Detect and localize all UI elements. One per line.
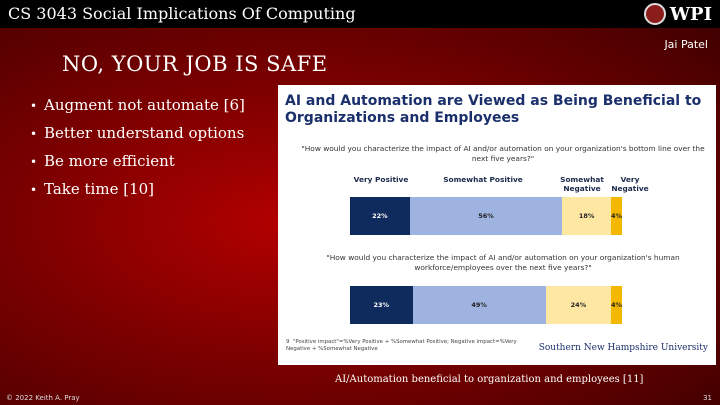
bar-row-2: 23% 49% 24% 4% <box>350 286 622 324</box>
bullet-item: • Be more efficient <box>30 152 175 170</box>
slide-title: NO, YOUR JOB IS SAFE <box>62 52 328 76</box>
bar-value-label: 4% <box>611 212 623 220</box>
bar-segment-somewhat-positive: 49% <box>412 286 546 324</box>
legend-somewhat-negative: Somewhat Negative <box>560 175 604 193</box>
question-2: "How would you characterize the impact o… <box>326 253 680 272</box>
bullet-icon: • <box>30 183 38 197</box>
question-1: "How would you characterize the impact o… <box>301 144 705 163</box>
bullet-icon: • <box>30 155 38 169</box>
top-bar: CS 3043 Social Implications Of Computing… <box>0 0 720 28</box>
bar-value-label: 18% <box>578 212 595 220</box>
wpi-seal-icon <box>643 3 666 25</box>
author-name: Jai Patel <box>664 38 708 51</box>
bar-segment-somewhat-negative: 24% <box>545 286 612 324</box>
wpi-logo: WPI <box>643 2 712 26</box>
bar-value-label: 23% <box>373 301 390 309</box>
legend-very-positive: Very Positive <box>353 175 409 184</box>
bar-segment-very-positive: 22% <box>350 197 410 235</box>
bullet-icon: • <box>30 99 38 113</box>
bullet-item: • Augment not automate [6] <box>30 96 245 114</box>
source-logo: Southern New Hampshire University <box>538 343 708 353</box>
bar-segment-very-negative: 4% <box>611 197 622 235</box>
bar-value-label: 56% <box>478 212 494 220</box>
copyright: © 2022 Keith A. Pray <box>6 394 80 402</box>
bar-value-label: 49% <box>471 301 487 309</box>
bullet-list: • Augment not automate [6] • Better unders… <box>30 96 245 208</box>
bar-value-label: 4% <box>611 301 623 309</box>
bar-segment-somewhat-negative: 18% <box>562 197 612 235</box>
legend-very-negative: Very Negative <box>611 175 649 193</box>
bullet-item: • Better understand options <box>30 124 245 142</box>
bar-value-label: 24% <box>570 301 587 309</box>
bar-segment-very-negative: 4% <box>611 286 622 324</box>
bar-row-1: 22% 56% 18% 4% <box>350 197 622 235</box>
figure-title: AI and Automation are Viewed as Being Be… <box>285 93 702 126</box>
logo-text: WPI <box>669 3 712 25</box>
figure-caption: AI/Automation beneficial to organization… <box>335 374 644 385</box>
bar-segment-very-positive: 23% <box>350 286 413 324</box>
figure-footnote: 9 "Positive impact"=%Very Positive + %So… <box>286 339 517 352</box>
bar-segment-somewhat-positive: 56% <box>409 197 563 235</box>
survey-figure: AI and Automation are Viewed as Being Be… <box>278 85 716 365</box>
bullet-icon: • <box>30 127 38 141</box>
legend-somewhat-positive: Somewhat Positive <box>443 175 523 184</box>
page-number: 31 <box>703 394 712 402</box>
bar-value-label: 22% <box>372 212 388 220</box>
course-title: CS 3043 Social Implications Of Computing <box>8 4 356 23</box>
bullet-item: • Take time [10] <box>30 180 155 198</box>
